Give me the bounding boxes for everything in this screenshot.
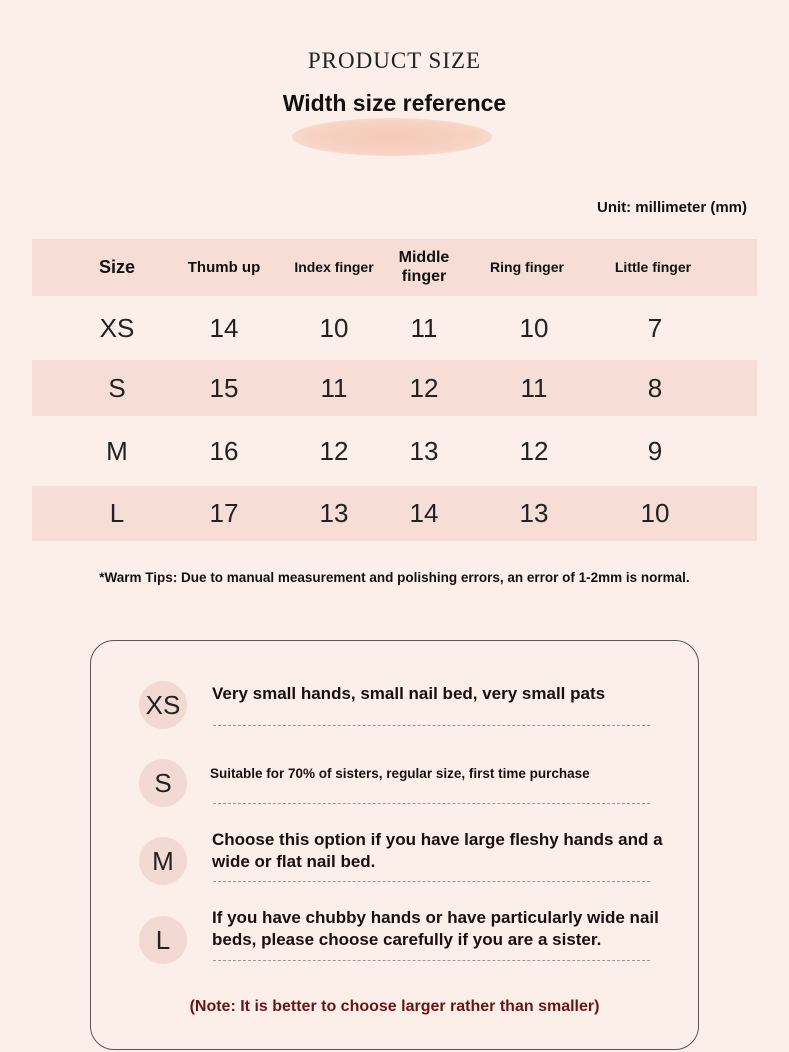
table-cell: 11 [410, 312, 438, 343]
size-description: If you have chubby hands or have particu… [212, 908, 659, 949]
table-cell: L [109, 498, 125, 528]
table-row: S 15 11 12 11 8 [32, 360, 757, 416]
table-cell: 12 [409, 372, 439, 403]
dashed-divider [213, 881, 650, 882]
table-header-row: Size Thumb up Index finger Middle finger… [32, 239, 757, 296]
table-cell: 13 [519, 498, 549, 528]
table-cell: 14 [409, 498, 439, 528]
table-cell: 10 [519, 312, 549, 343]
table-cell: 12 [519, 435, 549, 466]
size-guide-box [90, 640, 699, 1050]
header-cell: Size [98, 257, 136, 278]
table-cell: M [106, 435, 128, 466]
header-cell: Little finger [614, 259, 692, 276]
table-cell: 10 [640, 498, 670, 528]
dashed-divider [213, 803, 650, 804]
page-subtitle: Width size reference [282, 90, 507, 116]
header-cell: Index finger [294, 259, 374, 276]
table-cell: 10 [319, 312, 349, 343]
table-cell: 9 [647, 435, 663, 466]
size-badge: S [139, 759, 187, 807]
note-text: (Note: It is better to choose larger rat… [189, 998, 600, 1015]
decorative-blob [292, 118, 492, 156]
unit-label: Unit: millimeter (mm) [596, 199, 747, 216]
warm-tips: *Warm Tips: Due to manual measurement an… [99, 570, 690, 585]
size-badge: M [139, 837, 187, 885]
table-cell: 11 [320, 372, 348, 403]
table-cell: 15 [209, 372, 239, 403]
table-cell: 11 [520, 372, 548, 403]
table-cell: 12 [319, 435, 349, 466]
dashed-divider [213, 725, 650, 726]
header-cell: Thumb up [187, 258, 261, 276]
page-title: PRODUCT SIZE [307, 48, 482, 73]
table-cell: 8 [647, 372, 663, 403]
table-cell: 14 [209, 312, 239, 343]
table-cell: 13 [409, 435, 439, 466]
size-badge: L [139, 916, 187, 964]
table-cell: 16 [209, 435, 239, 466]
table-cell: XS [99, 312, 135, 343]
header-cell: Ring finger [490, 259, 564, 276]
size-description: Very small hands, small nail bed, very s… [212, 684, 606, 703]
table-row: L 17 13 14 13 10 [32, 486, 757, 541]
dashed-divider [213, 960, 650, 961]
size-description: Suitable for 70% of sisters, regular siz… [210, 766, 590, 781]
table-cell: 17 [209, 498, 239, 528]
size-badge: XS [139, 681, 187, 729]
table-cell: 13 [319, 498, 349, 528]
table-row: M 16 12 13 12 9 [32, 420, 757, 482]
table-row: XS 14 10 11 10 7 [32, 298, 757, 358]
size-description: Choose this option if you have large fle… [212, 830, 663, 871]
table-cell: 7 [647, 312, 663, 343]
table-cell: S [108, 372, 126, 403]
header-cell: Middle finger [398, 249, 450, 285]
